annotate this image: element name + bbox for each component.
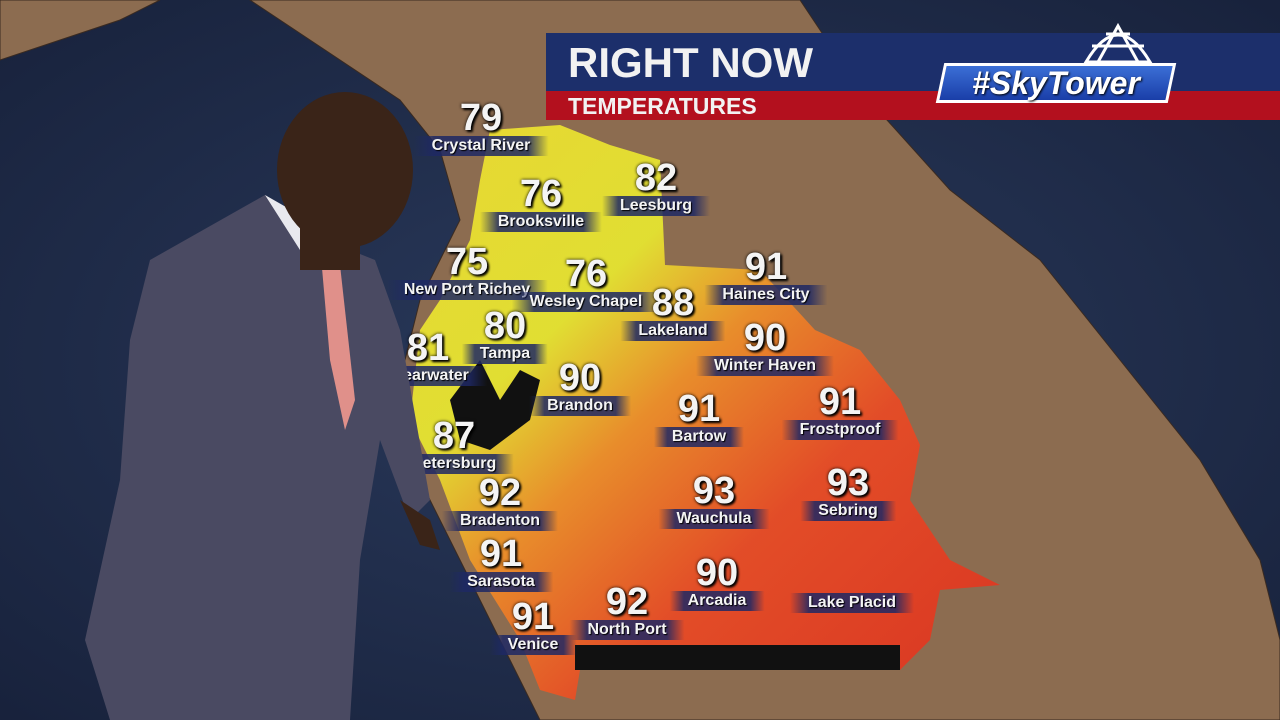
city-label: 76 Brooksville — [479, 173, 603, 232]
city-label: 75 New Port Richey — [385, 241, 549, 300]
city-temperature: 80 — [483, 305, 527, 347]
city-label: 93 Sebring — [800, 462, 896, 521]
city-temperature: 92 — [478, 472, 522, 514]
city-label: 90 Winter Haven — [695, 317, 835, 376]
city-temperature: 93 — [692, 470, 736, 512]
city-label: 87 Petersburg — [393, 415, 515, 474]
city-label: 91 Frostproof — [781, 381, 899, 440]
city-temperature: 91 — [677, 388, 721, 430]
city-label: 92 Bradenton — [442, 472, 558, 531]
city-name: Lakeland — [620, 321, 726, 341]
city-temperature: 91 — [744, 246, 788, 288]
city-name: Brandon — [529, 396, 631, 416]
city-name: Crystal River — [413, 136, 549, 156]
city-name: Frostproof — [781, 420, 899, 440]
city-label: 88 Lakeland — [620, 282, 726, 341]
city-label: 91 Bartow — [653, 388, 745, 447]
city-temperature: 82 — [634, 157, 678, 199]
city-name: Sebring — [800, 501, 896, 521]
city-name: Haines City — [704, 285, 828, 305]
city-label: 82 Leesburg — [601, 157, 711, 216]
city-name: Leesburg — [601, 196, 711, 216]
city-temperature: 75 — [445, 241, 489, 283]
city-label: 80 Tampa — [461, 305, 549, 364]
city-temperature: 91 — [818, 381, 862, 423]
city-name: Bradenton — [442, 511, 558, 531]
sky-tower-icon — [1083, 22, 1153, 64]
city-name: Tampa — [461, 344, 549, 364]
city-name: Winter Haven — [695, 356, 835, 376]
city-name: Lake Placid — [789, 593, 915, 613]
city-label: 92 North Port — [569, 581, 685, 640]
right-now-banner: RIGHT NOW TEMPERATURES #SkyTower — [546, 22, 1280, 120]
city-name: Wesley Chapel — [511, 292, 661, 312]
city-temperature: 90 — [558, 357, 602, 399]
city-temperature: 92 — [605, 581, 649, 623]
banner-subtitle: TEMPERATURES — [568, 93, 757, 119]
city-temperature: 79 — [459, 97, 503, 139]
city-name: Bartow — [653, 427, 745, 447]
city-temperature: 93 — [826, 462, 870, 504]
city-temperature: 76 — [519, 173, 563, 215]
city-name: Venice — [489, 635, 577, 655]
city-label: 76 Wesley Chapel — [511, 253, 661, 312]
city-temperature: 81 — [406, 327, 450, 369]
city-temperature: 90 — [695, 552, 739, 594]
city-name: Arcadia — [669, 591, 765, 611]
city-label: 91 Sarasota — [449, 533, 553, 592]
city-name: Sarasota — [449, 572, 553, 592]
temperature-shading — [410, 125, 1000, 700]
city-temperature: 87 — [432, 415, 476, 457]
city-name: New Port Richey — [385, 280, 549, 300]
city-temperature: 76 — [564, 253, 608, 295]
city-name: Wauchula — [658, 509, 770, 529]
city-name: Brooksville — [479, 212, 603, 232]
city-label: 79 Crystal River — [413, 97, 549, 156]
skytower-logo: #SkyTower — [935, 63, 1177, 103]
city-temperature: 91 — [511, 596, 555, 638]
banner-title: RIGHT NOW — [568, 39, 813, 86]
city-label: 90 Arcadia — [669, 552, 765, 611]
city-temperature: 91 — [479, 533, 523, 575]
city-label: 91 Venice — [489, 596, 577, 655]
city-temperature: 88 — [651, 282, 695, 324]
city-temperature: 90 — [743, 317, 787, 359]
southern-border-shadow — [575, 645, 900, 670]
city-label: 93 Wauchula — [658, 470, 770, 529]
city-label: 90 Brandon — [529, 357, 631, 416]
city-name: North Port — [569, 620, 685, 640]
city-label: 91 Haines City — [704, 246, 828, 305]
city-label: Lake Placid — [789, 557, 915, 613]
